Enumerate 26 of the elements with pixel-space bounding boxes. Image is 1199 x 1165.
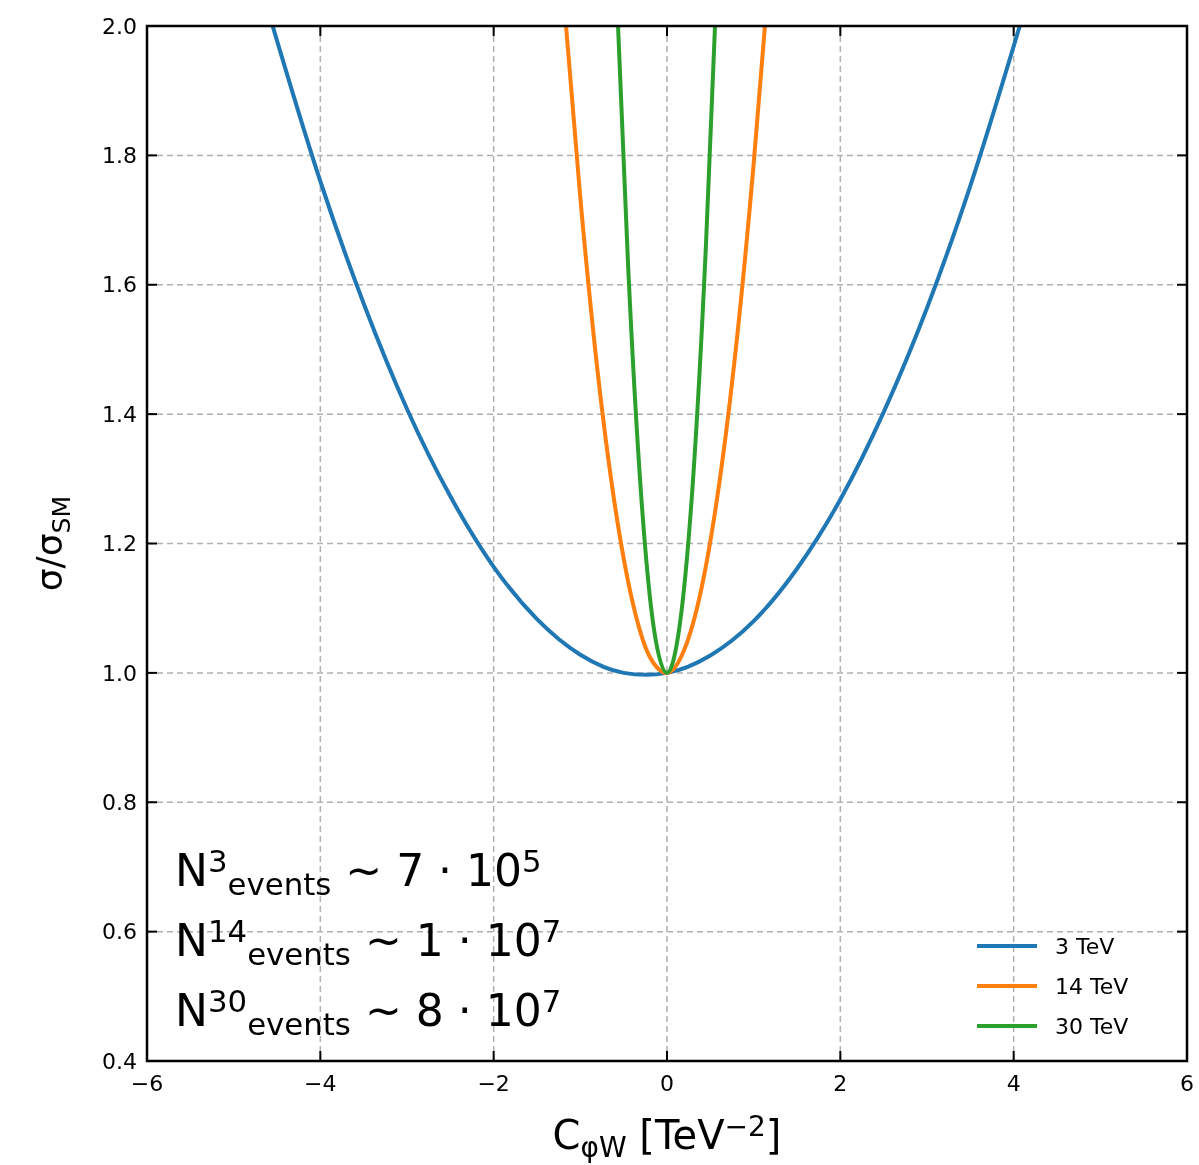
x-tick-label: 0 xyxy=(660,1071,674,1096)
x-tick-label: 6 xyxy=(1180,1071,1194,1096)
line-series xyxy=(270,26,1022,677)
legend-label: 3 TeV xyxy=(1055,933,1115,959)
y-tick-label: 0.6 xyxy=(102,919,137,945)
x-tick-label: −6 xyxy=(130,1071,164,1096)
line-series xyxy=(564,26,767,675)
x-tick-label: 2 xyxy=(833,1071,848,1096)
x-tick-label: 4 xyxy=(1006,1071,1021,1096)
x-tick-label: −2 xyxy=(477,1071,510,1096)
y-tick-label: 0.8 xyxy=(102,789,137,815)
y-tick-label: 2.0 xyxy=(102,13,137,39)
y-tick-label: 0.4 xyxy=(102,1048,137,1074)
y-tick-label: 1.4 xyxy=(102,401,137,427)
line-series xyxy=(616,26,718,675)
y-tick-label: 1.8 xyxy=(102,143,137,169)
legend-label: 14 TeV xyxy=(1055,973,1129,999)
x-axis-title: C$_{φW}$ [TeV$^{−2}$] xyxy=(552,1110,782,1165)
annotation: N$^{14}$$_{events}$ ~ 1 · 10$^{7}$ xyxy=(175,913,562,973)
y-tick-label: 1.6 xyxy=(102,272,137,298)
annotation: N$^{3}$$_{events}$ ~ 7 · 10$^{5}$ xyxy=(175,843,542,903)
annotation: N$^{30}$$_{events}$ ~ 8 · 10$^{7}$ xyxy=(175,983,562,1043)
y-tick-label: 1.2 xyxy=(102,531,137,557)
x-tick-label: −4 xyxy=(304,1071,337,1096)
legend-label: 30 TeV xyxy=(1055,1013,1129,1039)
y-tick-label: 1.0 xyxy=(102,660,137,686)
